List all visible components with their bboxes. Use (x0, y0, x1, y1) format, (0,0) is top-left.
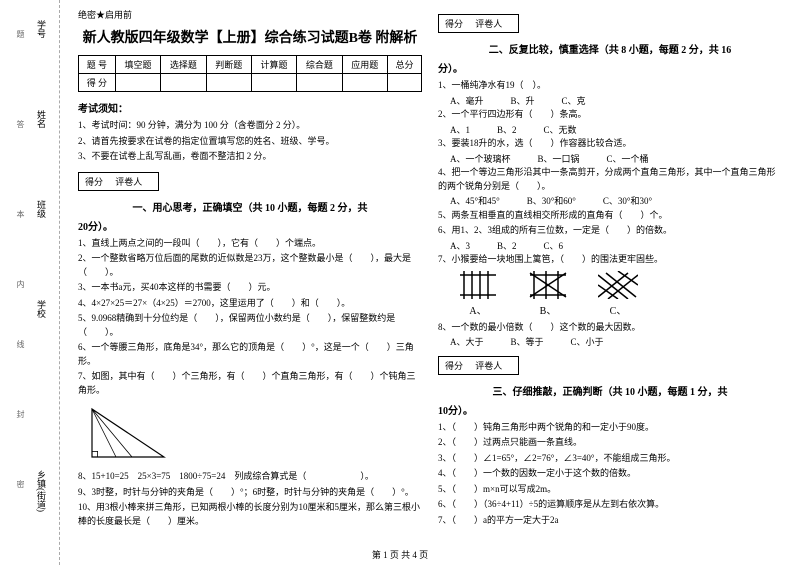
s3-q6: 6、（ ）（36÷4+11）÷5的运算顺序是从左到右依次算。 (438, 498, 782, 512)
th-choice: 选择题 (161, 56, 206, 74)
triangle-figure (88, 403, 168, 463)
margin-sub-3: 内 (15, 280, 26, 288)
margin-label-class: 班级 (35, 200, 48, 218)
left-column: 绝密★启用前 新人教版四年级数学【上册】综合练习试题B卷 附解析 题 号 填空题… (70, 8, 430, 557)
s1-q1: 1、直线上两点之间的一段叫（ ），它有（ ）个端点。 (78, 237, 422, 251)
margin-sub-1: 答 (15, 120, 26, 128)
opt-a: A、 (458, 302, 498, 317)
notice-2: 2、请首先按要求在试卷的指定位置填写您的姓名、班级、学号。 (78, 135, 422, 148)
fence-c-icon (598, 271, 638, 299)
fence-options: A、 B、 (438, 271, 782, 317)
binding-margin: 学号 姓名 班级 学校 乡镇(街道) 题 答 本 内 线 封 密 (0, 0, 60, 565)
s3-q1: 1、（ ）钝角三角形中两个锐角的和一定小于90度。 (438, 421, 782, 435)
th-judge: 判断题 (206, 56, 251, 74)
th-comp: 综合题 (297, 56, 342, 74)
s3-q5: 5、（ ）m×n可以写成2m。 (438, 483, 782, 497)
s1-q9: 9、3时整，时针与分钟的夹角是（ ）°；6时整，时针与分钟的夹角是（ ）°。 (78, 486, 422, 500)
section2-scorebox: 得分 评卷人 (438, 14, 519, 33)
exam-title: 新人教版四年级数学【上册】综合练习试题B卷 附解析 (78, 27, 422, 47)
s1-q3-1: 3、一本书a元，买40本这样的书需要（ ）元。 (78, 281, 422, 295)
s2-q1-opts: A、毫升 B、升 C、克 (438, 95, 782, 109)
th-app: 应用题 (342, 56, 387, 74)
s3-q3: 3、（ ）∠1=65°，∠2=76°，∠3=40°，不能组成三角形。 (438, 452, 782, 466)
s2-q4: 4、把一个等边三角形沿其中一条高剪开，分成两个直角三角形，其中一个直角三角形的两… (438, 166, 782, 193)
th-total: 总分 (387, 56, 421, 74)
scorebox-score: 得分 (85, 177, 103, 187)
section1-title-end: 20分）。 (78, 218, 422, 233)
section2-title-end: 分）。 (438, 60, 782, 75)
s2-q5: 5、两条互相垂直的直线相交所形成的直角有（ ）个。 (438, 209, 782, 223)
s3-q2: 2、（ ）过两点只能画一条直线。 (438, 436, 782, 450)
margin-label-id: 学号 (35, 20, 48, 38)
s3-q7: 7、（ ）a的平方一定大于2a (438, 514, 782, 528)
s1-q6: 6、一个等腰三角形，底角是34°，那么它的顶角是（ ）°，这是一个（ ）三角形。 (78, 341, 422, 368)
margin-label-school: 学校 (35, 300, 48, 318)
s2-q6-opts: A、3 B、2 C、6 (438, 240, 782, 254)
page-footer: 第 1 页 共 4 页 (0, 548, 800, 561)
secret-label: 绝密★启用前 (78, 8, 422, 21)
scorebox-reviewer: 评卷人 (115, 177, 142, 187)
notice-3: 3、不要在试卷上乱写乱画，卷面不整洁扣 2 分。 (78, 150, 422, 163)
th-fill: 填空题 (115, 56, 160, 74)
s2-q3-opts: A、一个玻璃杯 B、一口锅 C、一个桶 (438, 153, 782, 167)
section3-title-end: 10分）。 (438, 402, 782, 417)
margin-sub-6: 密 (15, 480, 26, 488)
margin-sub-4: 线 (15, 340, 26, 348)
score-table: 题 号 填空题 选择题 判断题 计算题 综合题 应用题 总分 得 分 (78, 55, 422, 92)
opt-b: B、 (528, 302, 568, 317)
section3-title: 三、仔细推敲，正确判断（共 10 小题，每题 1 分，共 (438, 383, 782, 398)
s2-q2-opts: A、1 B、2 C、无数 (438, 124, 782, 138)
s2-q3: 3、要装18升的水，选（ ）作容器比较合适。 (438, 137, 782, 151)
section1-title: 一、用心思考，正确填空（共 10 小题，每题 2 分，共 (78, 199, 422, 214)
th-calc: 计算题 (251, 56, 296, 74)
row-score: 得 分 (79, 74, 116, 92)
section1-scorebox: 得分 评卷人 (78, 172, 159, 191)
notice-title: 考试须知： (78, 100, 422, 115)
s1-q7: 7、如图，其中有（ ）个三角形，有（ ）个直角三角形，有（ ）个钝角三角形。 (78, 370, 422, 397)
notice-1: 1、考试时间：90 分钟，满分为 100 分（含卷面分 2 分）。 (78, 119, 422, 132)
s2-q2: 2、一个平行四边形有（ ）条高。 (438, 108, 782, 122)
s3-q4: 4、（ ）一个数的因数一定小于这个数的倍数。 (438, 467, 782, 481)
s1-q8: 8、15+10=25 25×3=75 1800÷75=24 列成综合算式是（ ）… (78, 470, 422, 484)
margin-sub-0: 题 (15, 30, 26, 38)
right-column: 得分 评卷人 二、反复比较，慎重选择（共 8 小题，每题 2 分，共 16 分）… (430, 8, 790, 557)
margin-sub-5: 封 (15, 410, 26, 418)
s1-q3-2: 4、4×27×25＝27×（4×25）＝2700，这里运用了（ ）和（ ）。 (78, 297, 422, 311)
section3-scorebox: 得分 评卷人 (438, 356, 519, 375)
s2-q7: 7、小猴要给一块地围上篱笆，（ ）的围法更牢固些。 (438, 253, 782, 267)
section2-title: 二、反复比较，慎重选择（共 8 小题，每题 2 分，共 16 (438, 41, 782, 56)
opt-c: C、 (598, 302, 638, 317)
s2-q8: 8、一个数的最小倍数（ ）这个数的最大因数。 (438, 321, 782, 335)
s2-q8-opts: A、大于 B、等于 C、小于 (438, 336, 782, 350)
margin-label-name: 姓名 (35, 110, 48, 128)
margin-label-town: 乡镇(街道) (35, 470, 48, 512)
s2-q1: 1、一桶纯净水有19（ ）。 (438, 79, 782, 93)
fence-b-icon (528, 271, 568, 299)
s1-q3-3: 5、9.0968精确到十分位约是（ ），保留两位小数约是（ ），保留整数约是（ … (78, 312, 422, 339)
margin-sub-2: 本 (15, 210, 26, 218)
s1-q10: 10、用3根小棒来拼三角形，已知两根小棒的长度分别为10厘米和5厘米，那么第三根… (78, 501, 422, 528)
s1-q2: 2、一个整数省略万位后面的尾数的近似数是23万，这个整数最小是（ ），最大是（ … (78, 252, 422, 279)
th-num: 题 号 (79, 56, 116, 74)
fence-a-icon (458, 271, 498, 299)
s2-q4-opts: A、45°和45° B、30°和60° C、30°和30° (438, 195, 782, 209)
s2-q6: 6、用1、2、3组成的所有三位数，一定是（ ）的倍数。 (438, 224, 782, 238)
